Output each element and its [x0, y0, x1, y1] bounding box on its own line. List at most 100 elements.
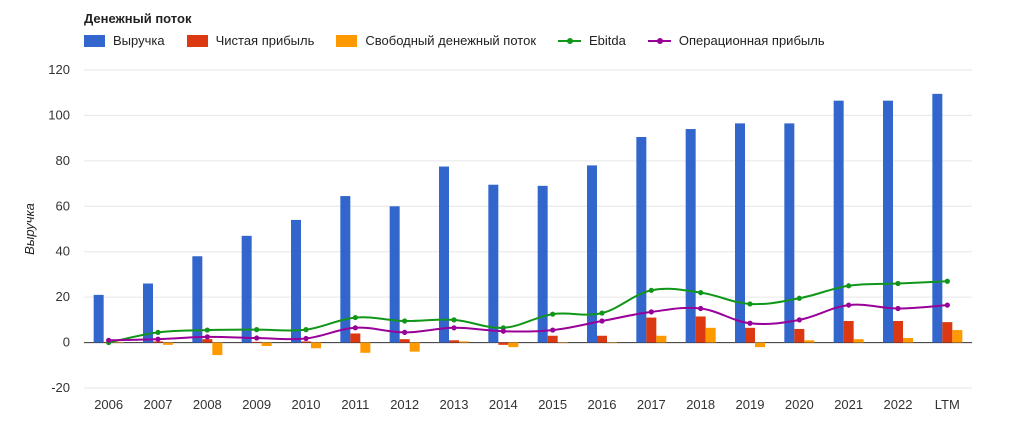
bar-Выручка-2014 [488, 184, 499, 343]
y-tick-label: 20 [56, 289, 70, 304]
legend-item-ebitda[interactable]: Ebitda [558, 33, 626, 48]
bar-Чистая прибыль-2008 [202, 339, 213, 343]
point-Операционная прибыль-2015 [550, 327, 556, 333]
point-Операционная прибыль-2017 [648, 309, 654, 315]
point-Ebitda-2016 [599, 310, 605, 316]
x-tick-label: 2013 [440, 397, 469, 412]
point-Операционная прибыль-2008 [204, 334, 210, 340]
x-tick-label: 2009 [242, 397, 271, 412]
bar-Чистая прибыль-2012 [399, 339, 410, 343]
x-tick-label: 2015 [538, 397, 567, 412]
point-Ebitda-2022 [895, 280, 901, 287]
point-Операционная прибыль-2018 [698, 305, 704, 312]
x-tick-label: 2020 [785, 397, 814, 412]
bar-Свободный денежный поток-LTM [952, 330, 963, 343]
bar-Чистая прибыль-2015 [547, 335, 558, 343]
point-Операционная прибыль-2016 [599, 318, 605, 324]
bar-Чистая прибыль-LTM [942, 322, 953, 343]
legend-label-net-profit: Чистая прибыль [215, 33, 315, 48]
bar-Свободный денежный поток-2006 [113, 342, 124, 344]
point-Операционная прибыль-2007 [155, 336, 161, 342]
bar-Свободный денежный поток-2022 [903, 338, 913, 343]
bar-Чистая прибыль-2007 [153, 341, 163, 343]
legend-label-operating-profit: Операционная прибыль [678, 33, 825, 48]
x-tick-label: 2022 [884, 397, 913, 412]
gridlines [84, 69, 972, 389]
lines [106, 278, 950, 346]
legend-item-net-profit[interactable]: Чистая прибыль [186, 33, 315, 48]
point-Операционная прибыль-2012 [402, 329, 408, 335]
bar-Выручка-2021 [833, 100, 844, 343]
point-Операционная прибыль-2009 [254, 335, 260, 341]
legend-label-free-cash-flow: Свободный денежный поток [365, 33, 537, 48]
y-tick-label: 80 [56, 153, 70, 168]
bar-Свободный денежный поток-2019 [755, 342, 765, 348]
point-Операционная прибыль-LTM [944, 302, 950, 308]
legend-swatch-net-profit [186, 34, 208, 47]
point-Операционная прибыль-2011 [352, 325, 358, 331]
y-tick-label: 40 [56, 244, 70, 259]
y-tick-label: 100 [48, 107, 70, 122]
bar-Выручка-2015 [537, 185, 548, 343]
point-Ebitda-2018 [698, 290, 704, 296]
bar-Свободный денежный поток-2021 [853, 339, 864, 343]
legend-swatch-revenue [84, 34, 105, 47]
bar-Чистая прибыль-2019 [745, 327, 755, 343]
x-tick-label: 2017 [637, 397, 666, 412]
bar-Выручка-2012 [389, 206, 400, 343]
bar-Свободный денежный поток-2009 [261, 342, 272, 346]
legend-item-revenue[interactable]: Выручка [84, 33, 165, 48]
point-Операционная прибыль-2006 [106, 337, 112, 343]
x-tick-label: 2016 [588, 397, 617, 412]
bar-Свободный денежный поток-2010 [311, 342, 321, 349]
x-tick-label: 2014 [489, 397, 518, 412]
bar-Свободный денежный поток-2015 [557, 342, 568, 344]
point-Ebitda-2011 [352, 314, 358, 321]
point-Ebitda-2015 [550, 311, 556, 317]
x-tick-label: 2008 [193, 397, 222, 412]
chart-legend: Выручка Чистая прибыль Свободный денежны… [84, 33, 847, 48]
y-tick-label: 60 [56, 198, 70, 213]
y-axis-label: Выручка [22, 203, 37, 255]
x-tick-label: LTM [935, 397, 960, 412]
bar-Свободный денежный поток-2008 [212, 342, 223, 356]
point-Ebitda-2019 [747, 301, 753, 307]
chart-title: Денежный поток [84, 11, 192, 26]
bar-Чистая прибыль-2016 [597, 335, 607, 343]
line-Ebitda [108, 280, 948, 344]
bar-Чистая прибыль-2014 [498, 342, 509, 345]
bar-Выручка-2022 [883, 100, 893, 343]
bar-Выручка-2013 [439, 166, 449, 343]
bar-Чистая прибыль-2018 [695, 316, 706, 343]
point-Операционная прибыль-2021 [846, 302, 852, 308]
point-Операционная прибыль-2022 [895, 305, 901, 312]
bar-Выручка-2008 [192, 256, 203, 343]
x-tick-label: 2019 [736, 397, 765, 412]
bar-Свободный денежный поток-2016 [607, 342, 617, 344]
point-Операционная прибыль-2010 [303, 335, 309, 342]
point-Ebitda-2021 [846, 283, 852, 289]
point-Операционная прибыль-2014 [500, 328, 506, 334]
point-Операционная прибыль-2020 [796, 317, 802, 323]
point-Ebitda-2012 [402, 318, 408, 324]
bar-Свободный денежный поток-2007 [163, 342, 173, 345]
bar-Свободный денежный поток-2011 [360, 342, 371, 353]
bar-Чистая прибыль-2020 [794, 328, 805, 343]
point-Ebitda-2008 [204, 327, 210, 333]
x-tick-label: 2010 [292, 397, 321, 412]
point-Ebitda-2017 [648, 287, 654, 293]
bar-Свободный денежный поток-2012 [409, 342, 420, 352]
legend-swatch-operating-profit [647, 35, 671, 47]
bar-Чистая прибыль-2013 [449, 340, 459, 343]
bar-Чистая прибыль-2010 [301, 341, 311, 343]
bar-Чистая прибыль-2011 [350, 333, 361, 343]
bar-Чистая прибыль-2022 [893, 320, 903, 343]
legend-item-operating-profit[interactable]: Операционная прибыль [647, 33, 825, 48]
bar-Свободный денежный поток-2017 [656, 335, 667, 343]
legend-item-free-cash-flow[interactable]: Свободный денежный поток [336, 33, 536, 48]
point-Ebitda-LTM [944, 278, 950, 284]
legend-label-ebitda: Ebitda [589, 33, 626, 48]
bar-Выручка-2017 [636, 137, 647, 343]
